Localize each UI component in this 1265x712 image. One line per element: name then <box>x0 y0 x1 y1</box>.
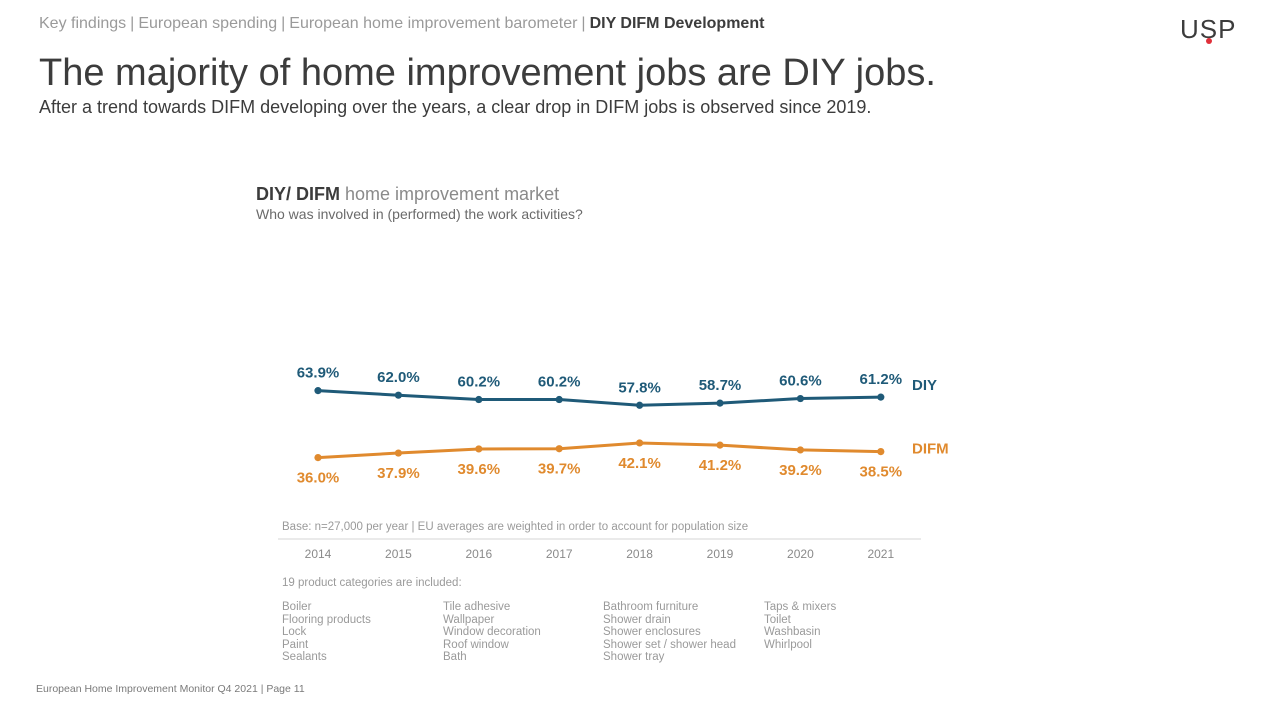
x-tick-label-2018: 2018 <box>626 547 653 561</box>
page-title: The majority of home improvement jobs ar… <box>39 52 936 94</box>
logo-dot <box>1205 38 1212 44</box>
chart-title: DIY/ DIFM home improvement market <box>256 184 559 205</box>
diy-point-2017 <box>555 395 563 404</box>
x-tick-label-2016: 2016 <box>465 547 492 561</box>
difm-data-label-2018: 42.1% <box>618 455 661 472</box>
categories-column-2: Tile adhesive Wallpaper Window decoratio… <box>443 601 541 664</box>
category-item: Lock <box>282 626 307 639</box>
difm-point-2020 <box>796 446 805 454</box>
category-item: Paint <box>282 638 309 651</box>
difm-data-label-2019: 41.2% <box>699 457 742 474</box>
categories-column-4: Taps & mixers Toilet Washbasin Whirlpool <box>764 601 836 651</box>
diy-data-label-2016: 60.2% <box>458 374 501 391</box>
breadcrumb-item-european-spending[interactable]: European spending <box>138 15 278 32</box>
diy-point-2019 <box>716 399 724 407</box>
logo-letter-p: P <box>1218 14 1237 44</box>
category-item: Washbasin <box>764 626 821 639</box>
breadcrumb-separator: | <box>581 15 586 32</box>
diy-data-label-2017: 60.2% <box>538 374 581 391</box>
category-item: Wallpaper <box>443 613 495 626</box>
categories-column-3: Bathroom furniture Shower drain Shower e… <box>603 601 736 664</box>
diy-data-label-2015: 62.0% <box>377 369 420 386</box>
category-item: Shower set / shower head <box>603 638 736 651</box>
difm-data-label-2014: 36.0% <box>297 470 340 487</box>
logo-letter-s: S <box>1199 14 1219 44</box>
chart-subtitle: Who was involved in (performed) the work… <box>256 206 583 222</box>
difm-point-2017 <box>555 445 563 453</box>
difm-point-2016 <box>475 445 483 453</box>
diy-data-label-2018: 57.8% <box>618 379 661 396</box>
diy-point-2015 <box>394 391 402 399</box>
x-tick-label-2015: 2015 <box>385 547 412 561</box>
categories-column-1: Boiler Flooring products Lock Paint Seal… <box>282 601 371 664</box>
category-item: Toilet <box>764 613 791 626</box>
chart-title-bold: DIY/ DIFM <box>256 184 340 204</box>
diy-point-2016 <box>475 395 483 404</box>
diy-point-2020 <box>796 394 805 403</box>
diy-point-2018 <box>636 401 644 409</box>
chart-title-rest: home improvement market <box>340 184 560 204</box>
category-item: Bathroom furniture <box>603 601 699 613</box>
category-item: Taps & mixers <box>764 601 837 613</box>
difm-point-2021 <box>877 448 885 456</box>
diy-point-2014 <box>314 387 322 395</box>
page-subtitle: After a trend towards DIFM developing ov… <box>39 97 872 117</box>
category-item: Tile adhesive <box>443 601 511 613</box>
category-item: Boiler <box>282 601 312 613</box>
categories-intro: 19 product categories are included: <box>282 577 462 589</box>
diy-data-label-2014: 63.9% <box>297 365 340 382</box>
difm-data-label-2020: 39.2% <box>779 462 822 479</box>
diy-series-line <box>317 389 881 407</box>
difm-point-2015 <box>394 449 402 457</box>
breadcrumb: Key findings | European spending | European … <box>39 15 764 33</box>
difm-data-label-2017: 39.7% <box>538 461 581 478</box>
diy-data-label-2020: 60.6% <box>779 373 822 390</box>
breadcrumb-separator: | <box>281 15 286 32</box>
base-note: Base: n=27,000 per year | EU averages ar… <box>282 521 749 533</box>
diy-legend-label: DIY <box>912 377 937 394</box>
difm-point-2018 <box>636 439 644 447</box>
breadcrumb-item-barometer[interactable]: European home improvement barometer <box>289 15 578 32</box>
logo-letter-u: U <box>1180 14 1200 44</box>
x-tick-label-2021: 2021 <box>867 547 894 561</box>
breadcrumb-item-key-findings[interactable]: Key findings <box>39 15 127 32</box>
difm-point-2014 <box>314 454 322 462</box>
category-item: Window decoration <box>443 626 541 639</box>
usp-logo: US P <box>1180 14 1236 45</box>
category-item: Roof window <box>443 638 509 651</box>
category-item: Whirlpool <box>764 638 812 651</box>
diy-data-label-2021: 61.2% <box>860 371 903 388</box>
difm-legend-label: DIFM <box>912 441 949 458</box>
category-item: Shower drain <box>603 613 671 626</box>
x-tick-label-2017: 2017 <box>546 547 573 561</box>
difm-data-label-2021: 38.5% <box>860 464 903 481</box>
category-item: Sealants <box>282 651 327 664</box>
difm-series-line <box>317 441 881 460</box>
difm-point-2019 <box>716 441 724 449</box>
x-tick-label-2019: 2019 <box>707 547 734 561</box>
difm-data-label-2016: 39.6% <box>458 461 501 478</box>
breadcrumb-separator: | <box>130 15 135 32</box>
category-item: Bath <box>443 651 467 664</box>
difm-data-label-2015: 37.9% <box>377 465 420 482</box>
x-tick-label-2020: 2020 <box>787 547 814 561</box>
category-item: Flooring products <box>282 613 371 626</box>
diy-point-2021 <box>877 393 885 401</box>
category-item: Shower tray <box>603 651 665 664</box>
x-tick-label-2014: 2014 <box>305 547 332 561</box>
footer: European Home Improvement Monitor Q4 202… <box>36 683 305 695</box>
diy-data-label-2019: 58.7% <box>699 377 742 394</box>
breadcrumb-item-current: DIY DIFM Development <box>589 15 765 32</box>
category-item: Shower enclosures <box>603 626 701 639</box>
